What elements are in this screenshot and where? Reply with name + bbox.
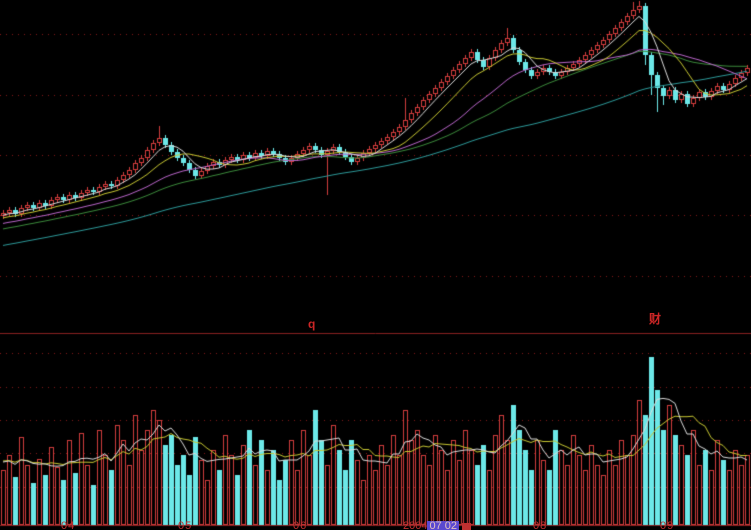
x-axis-label: 08 [533,520,548,530]
signal-marker-cai: 财 [649,312,662,326]
x-axis-label: 06 [293,520,308,530]
date-end-box-icon [462,522,472,530]
x-axis-label: 09 [660,520,675,530]
date-indicator[interactable]: 2004 07 02 [403,520,472,530]
x-axis-label: 05 [178,520,193,530]
x-axis-label: 04 [61,520,76,530]
date-highlight: 07 02 [427,520,460,530]
signal-marker-q: q [308,317,316,331]
date-year: 2004 [403,520,428,530]
